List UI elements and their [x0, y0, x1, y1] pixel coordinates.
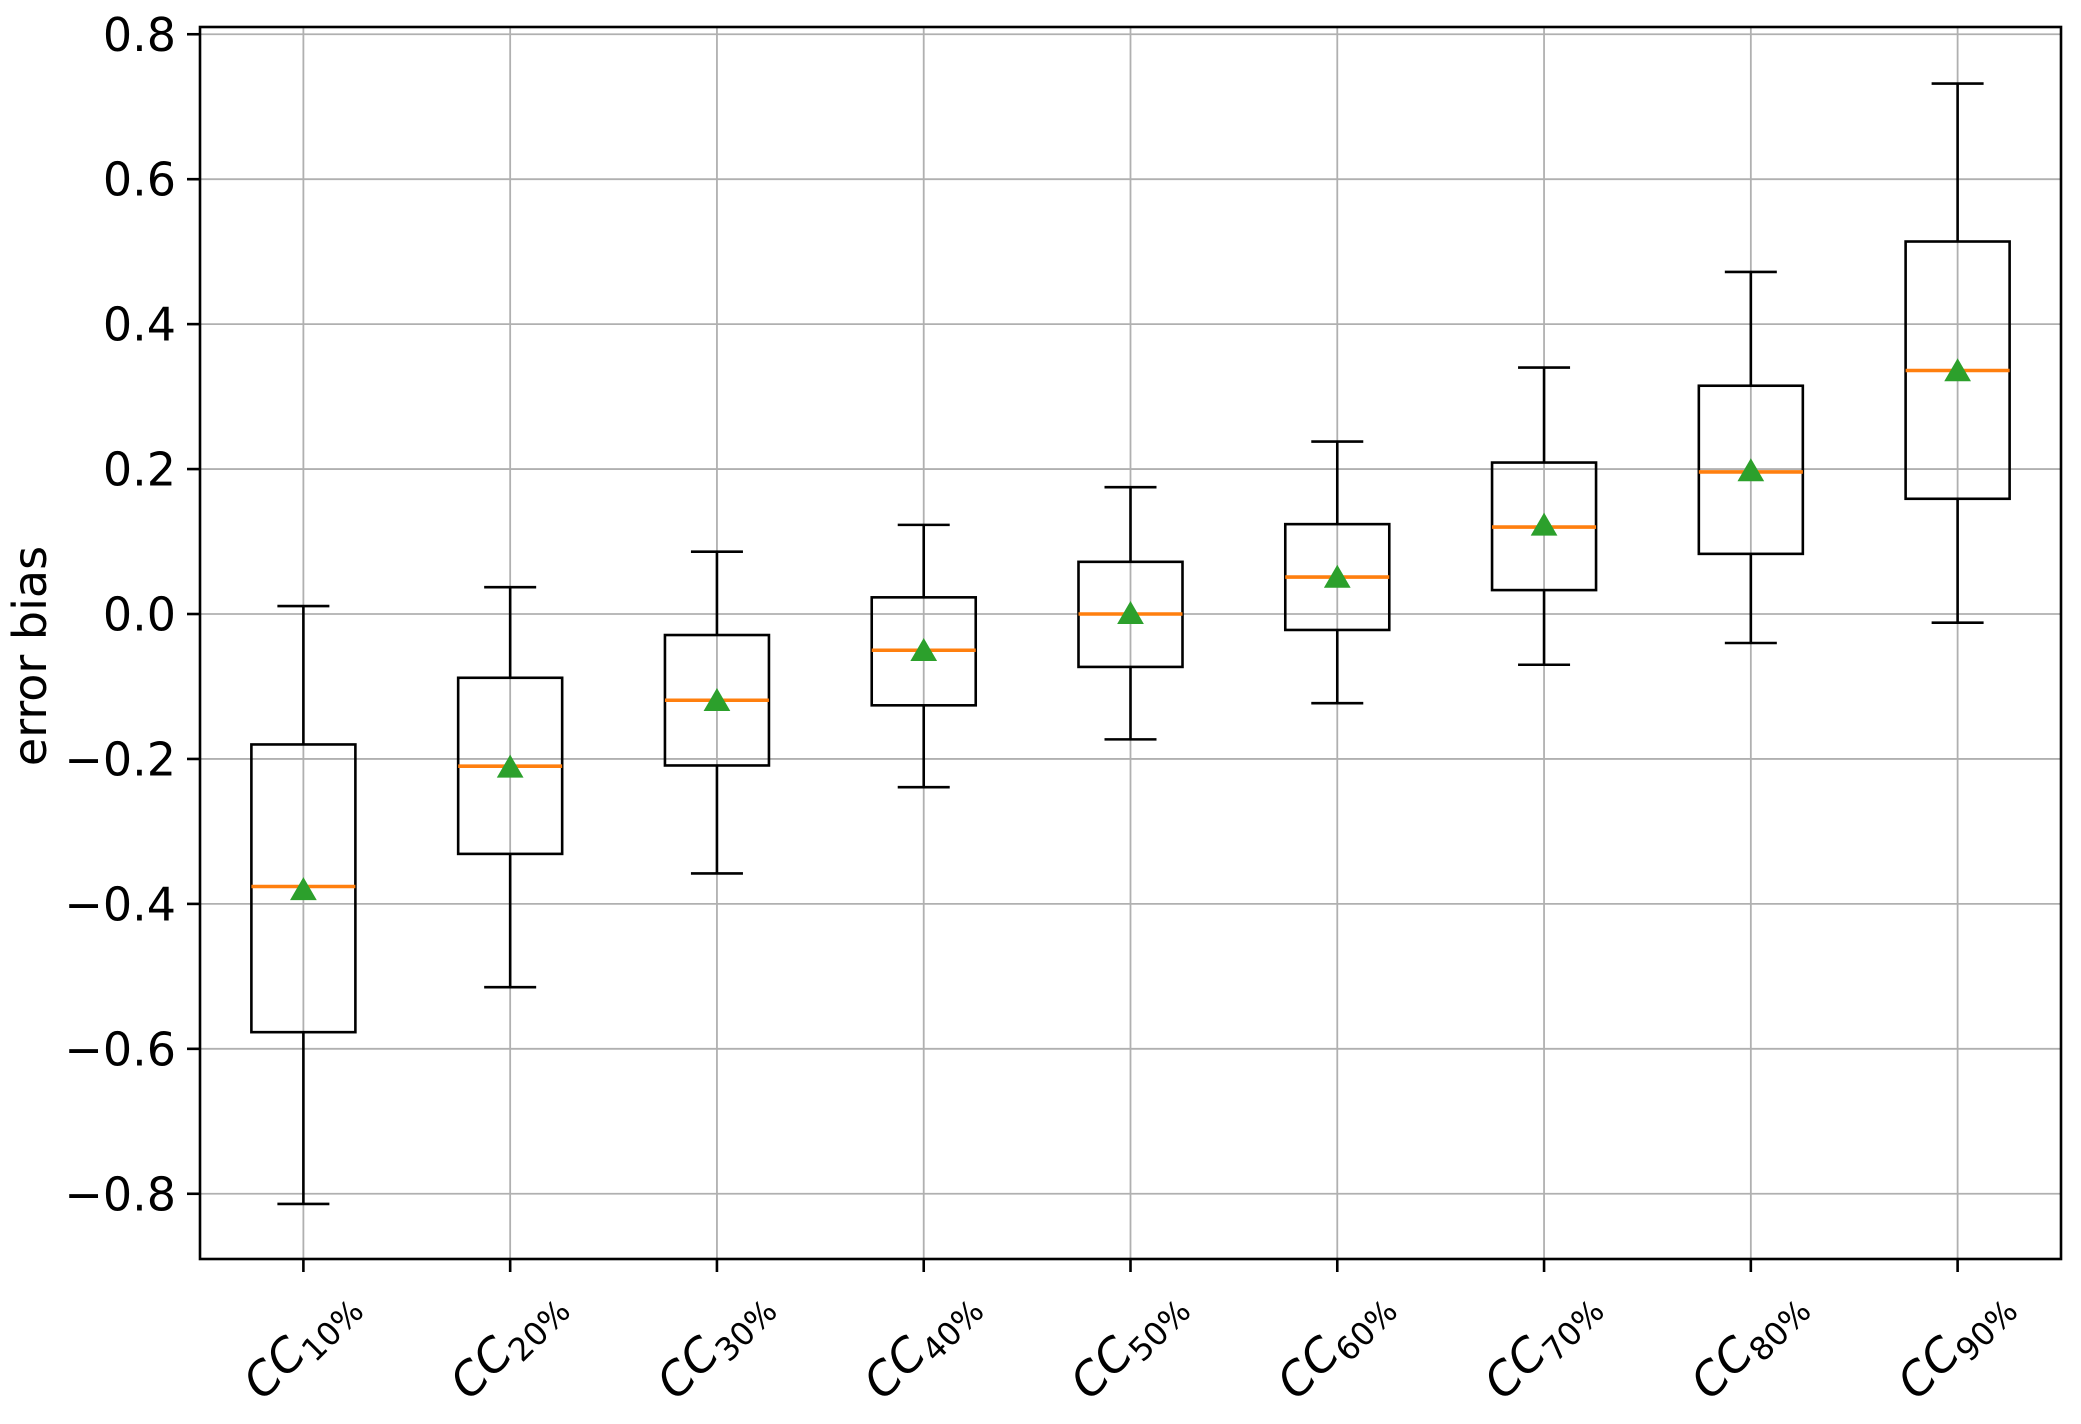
y-tick-label: 0.4 [103, 298, 176, 352]
mean-marker [910, 637, 938, 661]
y-tick-label: −0.2 [64, 733, 176, 787]
mean-marker [496, 754, 524, 778]
mean-marker [703, 687, 731, 711]
x-tick-label: CC20% [439, 1276, 578, 1415]
box-rect [1697, 384, 1805, 556]
mean-marker [1530, 512, 1558, 536]
mean-marker [1117, 601, 1144, 625]
y-tick-label: 0.0 [103, 588, 176, 642]
y-tick-label: 0.8 [103, 8, 176, 62]
y-tick-label: −0.4 [64, 877, 176, 931]
x-tick-label: CC80% [1680, 1276, 1819, 1415]
y-tick-label: 0.6 [103, 153, 176, 207]
mean-marker [1737, 458, 1765, 482]
x-tick-label: CC50% [1059, 1276, 1198, 1415]
y-axis-label: error bias [3, 546, 57, 766]
mean-marker [1944, 358, 1971, 382]
x-tick-label: CC40% [853, 1276, 992, 1415]
x-tick-label: CC60% [1266, 1276, 1405, 1415]
y-tick-label: −0.8 [64, 1167, 176, 1221]
x-tick-label: CC30% [646, 1276, 785, 1415]
y-tick-label: −0.6 [64, 1022, 176, 1076]
x-tick-label: CC90% [1886, 1276, 2025, 1415]
x-tick-label: CC70% [1473, 1276, 1612, 1415]
y-tick-label: 0.2 [103, 443, 176, 497]
box-rect [250, 743, 357, 1034]
mean-marker [290, 877, 317, 901]
mean-marker [1323, 564, 1351, 588]
x-tick-label: CC10% [232, 1276, 371, 1415]
